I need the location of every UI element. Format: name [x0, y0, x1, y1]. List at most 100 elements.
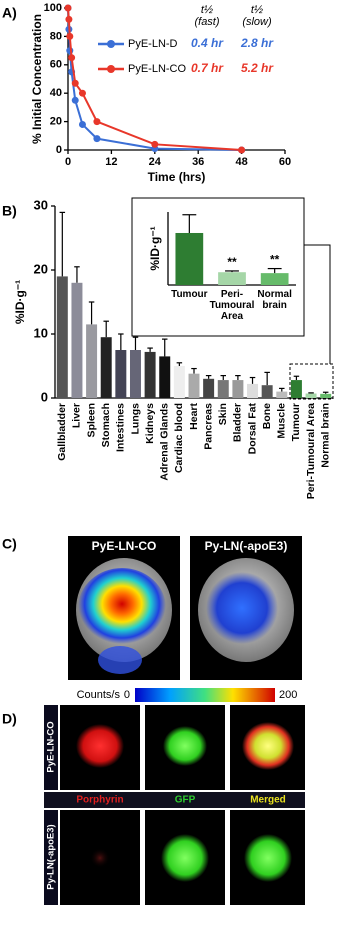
half-life: 0.4 hr: [191, 36, 224, 50]
heatmap: [206, 572, 278, 644]
y-axis-label: %ID·g⁻¹: [148, 226, 162, 270]
x-tick-label: 12: [105, 156, 117, 168]
x-tick-label: Tumour: [290, 403, 302, 441]
point: [93, 135, 101, 143]
bar: [173, 366, 185, 398]
signal: [244, 834, 292, 882]
bar: [100, 337, 112, 398]
panel-label: B): [2, 203, 17, 219]
y-tick-label: 0: [56, 144, 62, 156]
panel-label: C): [2, 536, 17, 552]
inset-frame: [131, 197, 305, 337]
x-tick-label: Normal brain: [257, 289, 292, 311]
signal: [161, 834, 209, 882]
point: [93, 118, 101, 126]
x-tick-label: 60: [279, 156, 291, 168]
bar: [276, 391, 288, 398]
table-header: (slow): [242, 16, 272, 28]
y-tick-label: 10: [34, 325, 48, 340]
point: [78, 89, 86, 97]
image-title: Py-LN(-apoE3): [205, 539, 288, 553]
x-tick-label: Heart: [188, 403, 200, 430]
point: [64, 4, 72, 12]
x-tick-label: Stomach: [100, 403, 112, 447]
row-label: PyE-LN-CO: [46, 721, 57, 772]
table-header: t½: [251, 4, 263, 16]
x-tick-label: Dorsal Fat: [246, 403, 258, 455]
bar: [232, 380, 244, 398]
legend-swatch: [107, 65, 115, 73]
column-label: Porphyrin: [76, 795, 123, 806]
point: [78, 120, 86, 128]
x-tick-label: Skin: [217, 403, 229, 425]
bar: [129, 350, 141, 398]
signal: [76, 724, 124, 768]
point: [238, 146, 246, 154]
heatmap: [78, 568, 166, 648]
x-tick-label: Bladder: [232, 403, 244, 442]
bar: [261, 385, 273, 398]
bar: [260, 273, 289, 285]
y-tick-label: 60: [50, 59, 62, 71]
signal: [163, 726, 207, 766]
bar: [175, 232, 204, 285]
x-tick-label: Muscle: [276, 403, 288, 439]
row-label: Py-LN(-apoE3): [46, 824, 57, 889]
point: [65, 15, 73, 23]
bar: [290, 380, 302, 398]
table-header: t½: [201, 4, 213, 16]
x-tick-label: Peri-Tumoural Area: [209, 289, 255, 322]
x-tick-label: Peri-Tumoural Area: [305, 403, 317, 499]
bar: [71, 282, 83, 398]
x-tick-label: 0: [65, 156, 71, 168]
series-line: [67, 7, 242, 151]
half-life: 2.8 hr: [240, 36, 274, 50]
legend-label: PyE-LN-CO: [128, 63, 187, 75]
x-tick-label: Spleen: [85, 403, 97, 437]
series-line: [67, 7, 242, 151]
column-label: Merged: [250, 795, 286, 806]
colorbar-label: Counts/s: [77, 689, 121, 701]
x-tick-label: Bone: [261, 403, 273, 429]
row-strip: [44, 810, 58, 905]
bar: [144, 351, 156, 398]
column-label: GFP: [175, 795, 196, 806]
bar: [217, 380, 229, 398]
bar: [86, 324, 98, 398]
y-tick-label: 80: [50, 30, 62, 42]
x-tick-label: Normal brain: [319, 403, 331, 468]
significance: **: [270, 253, 280, 267]
signal: [242, 722, 294, 770]
y-tick-label: 20: [34, 261, 48, 276]
bar: [203, 378, 215, 398]
bar: [56, 276, 68, 398]
significance: **: [227, 255, 237, 269]
half-life: 5.2 hr: [241, 61, 274, 75]
colorbar: [135, 688, 275, 702]
x-tick-label: Cardiac blood: [173, 403, 185, 473]
x-tick-label: Pancreas: [202, 403, 214, 450]
y-tick-label: 0: [41, 389, 48, 404]
point: [151, 140, 159, 148]
x-axis-label: Time (hrs): [148, 170, 206, 184]
y-tick-label: 40: [50, 87, 62, 99]
x-tick-label: Kidneys: [144, 403, 156, 444]
x-tick-label: 24: [149, 156, 162, 168]
y-tick-label: 100: [44, 2, 62, 14]
colorbar-tick: 200: [279, 689, 297, 701]
x-tick-label: Tumour: [171, 289, 208, 300]
bar: [247, 383, 259, 398]
y-axis-label: % Initial Concentration: [30, 14, 44, 144]
label-strip: [44, 792, 305, 808]
bar: [218, 272, 246, 285]
highlight-box: [289, 363, 334, 400]
table-header: (fast): [194, 16, 219, 28]
signal: [90, 848, 110, 868]
colorbar-tick: 0: [124, 689, 130, 701]
x-tick-label: Intestines: [115, 403, 127, 452]
x-tick-label: 48: [235, 156, 247, 168]
panel-label: D): [2, 711, 17, 727]
point: [66, 32, 74, 40]
point: [71, 96, 79, 104]
